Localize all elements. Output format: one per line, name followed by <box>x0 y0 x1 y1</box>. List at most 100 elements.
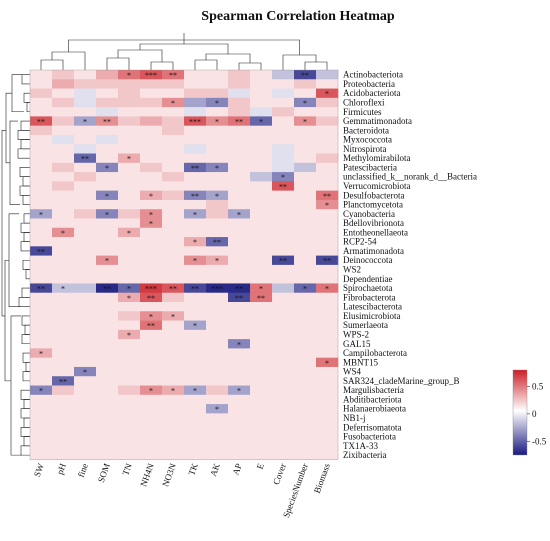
dendrogram-branch <box>1 130 6 317</box>
heatmap-cell <box>30 431 53 442</box>
heatmap-cell <box>272 107 295 117</box>
heatmap-cell <box>30 292 53 303</box>
heatmap-cell <box>118 413 141 423</box>
heatmap-cell <box>294 153 317 164</box>
column-label: TN <box>120 462 134 477</box>
heatmap-cell <box>52 339 75 349</box>
heatmap-cell <box>294 134 317 145</box>
heatmap-cell <box>30 450 53 461</box>
row-label: Spirochaetota <box>343 283 392 293</box>
heatmap-cell <box>96 144 119 154</box>
significance-mark: ** <box>37 247 45 256</box>
heatmap-cell <box>118 255 141 266</box>
dendrogram-branch <box>139 43 229 54</box>
heatmap-cell <box>118 366 141 377</box>
significance-mark: *** <box>189 118 201 127</box>
heatmap-cell <box>162 329 185 340</box>
heatmap-cell <box>118 134 141 145</box>
heatmap-cell <box>294 237 317 247</box>
heatmap-cell <box>316 302 339 312</box>
heatmap-cell <box>316 116 339 126</box>
heatmap-cell <box>272 162 295 173</box>
heatmap-cell <box>206 329 229 340</box>
heatmap-cell <box>206 422 229 433</box>
heatmap-cell <box>272 385 295 396</box>
heatmap-cell <box>206 366 229 377</box>
row-label: Chloroflexi <box>343 97 385 107</box>
row-label: Entotheonellaeota <box>343 227 408 237</box>
heatmap-cell <box>96 404 119 414</box>
heatmap-cell <box>96 97 119 108</box>
heatmap-cell <box>140 385 163 396</box>
significance-mark: ** <box>147 322 155 331</box>
row-label: Halanaerobiaeota <box>343 404 406 414</box>
heatmap-cell <box>228 357 251 368</box>
row-label: Planctomycetota <box>343 200 403 210</box>
row-label: Methylomirabilota <box>343 153 411 163</box>
heatmap-cell <box>250 116 273 126</box>
heatmap-cell <box>30 357 53 368</box>
heatmap-cell <box>294 97 317 108</box>
dendrogram-branch <box>238 62 262 70</box>
significance-mark: ** <box>323 192 331 201</box>
significance-mark: * <box>105 164 109 173</box>
dendrogram-branch <box>23 399 30 410</box>
significance-mark: * <box>215 405 219 414</box>
heatmap-cell <box>162 255 185 266</box>
heatmap-cell <box>184 302 207 312</box>
heatmap-cell <box>30 162 53 173</box>
heatmap-cell <box>30 181 53 191</box>
heatmap-cell <box>272 348 295 358</box>
heatmap-cell <box>316 190 339 201</box>
row-label: Myxococcota <box>343 135 392 145</box>
heatmap-cell <box>30 366 53 377</box>
heatmap-cell <box>316 292 339 303</box>
significance-mark: * <box>215 164 219 173</box>
heatmap-cell <box>96 134 119 145</box>
heatmap-cell <box>162 413 185 423</box>
heatmap-cell <box>140 431 163 442</box>
heatmap-cell <box>74 348 97 358</box>
heatmap-cell <box>96 329 119 340</box>
heatmap-cell <box>118 237 141 247</box>
dendrogram-branch <box>19 185 30 196</box>
significance-mark: * <box>61 229 65 238</box>
heatmap-cell <box>30 385 53 396</box>
row-label: Verrucomicrobiota <box>343 181 410 191</box>
heatmap-cell <box>118 181 141 191</box>
heatmap-cell <box>96 79 119 89</box>
heatmap-cell <box>162 376 185 386</box>
heatmap-cell <box>74 302 97 312</box>
heatmap-cell <box>316 246 339 256</box>
heatmap-cell <box>74 357 97 368</box>
heatmap-cell <box>272 125 295 136</box>
row-label: Nitrospirota <box>343 144 387 154</box>
heatmap-cell <box>96 116 119 126</box>
heatmap-cell <box>272 237 295 247</box>
heatmap-border <box>29 69 339 460</box>
dendrogram-branch <box>20 389 30 400</box>
heatmap-cell <box>184 413 207 423</box>
heatmap-cell <box>294 329 317 340</box>
significance-mark: * <box>303 285 307 294</box>
heatmap-cell <box>316 79 339 89</box>
heatmap-cell <box>30 190 53 201</box>
heatmap-cell <box>162 422 185 433</box>
row-label: Actinobacteriota <box>343 70 403 80</box>
heatmap-cell <box>74 227 97 238</box>
heatmap-cell <box>74 413 97 423</box>
heatmap-cell <box>228 311 251 321</box>
heatmap-cell <box>272 422 295 433</box>
heatmap-cell <box>162 404 185 414</box>
heatmap-cell <box>140 348 163 358</box>
heatmap-cell <box>206 116 229 126</box>
heatmap-cell <box>118 441 141 451</box>
heatmap-cell <box>140 237 163 247</box>
significance-mark: * <box>215 257 219 266</box>
heatmap-cell <box>140 144 163 154</box>
heatmap-cell <box>316 97 339 108</box>
heatmap-cell <box>162 79 185 89</box>
heatmap-cell <box>52 227 75 238</box>
heatmap-cell <box>228 376 251 386</box>
heatmap-cell <box>250 107 273 117</box>
